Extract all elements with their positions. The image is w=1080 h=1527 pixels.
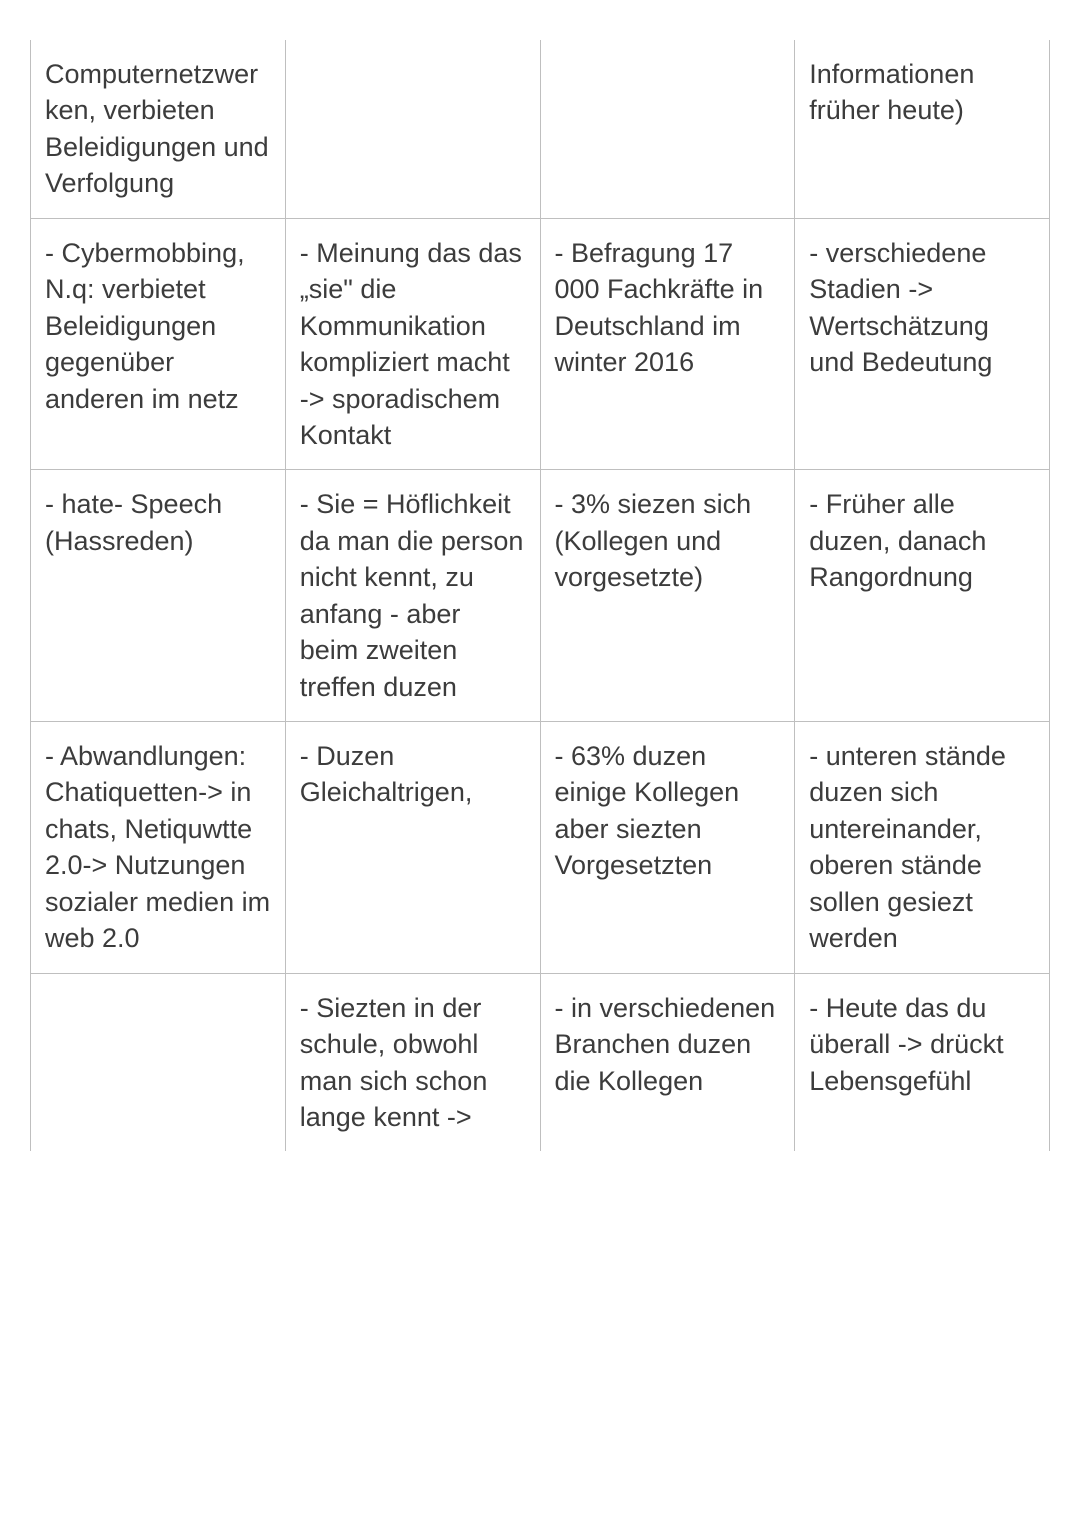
table-cell: - Früher alle duzen, danach Rangordnung (795, 470, 1050, 722)
table-row: - Cybermobbing, N.q: verbietet Beleidigu… (31, 218, 1050, 470)
table-cell: - 63% duzen einige Kollegen aber siezten… (540, 722, 795, 974)
table-row: - Siezten in der schule, obwohl man sich… (31, 973, 1050, 1151)
table-row: - hate- Speech (Hassreden) - Sie = Höfli… (31, 470, 1050, 722)
table-cell: - in verschiedenen Branchen duzen die Ko… (540, 973, 795, 1151)
table-cell: Computernetzwerken, verbieten Beleidigun… (31, 40, 286, 218)
table-cell: - Siezten in der schule, obwohl man sich… (285, 973, 540, 1151)
table-cell (31, 973, 286, 1151)
table-cell: - Abwandlungen: Chatiquetten-> in chats,… (31, 722, 286, 974)
content-table: Computernetzwerken, verbieten Beleidigun… (30, 40, 1050, 1151)
table-cell: - hate- Speech (Hassreden) (31, 470, 286, 722)
table-cell: - Cybermobbing, N.q: verbietet Beleidigu… (31, 218, 286, 470)
table-cell: - Duzen Gleichaltrigen, (285, 722, 540, 974)
table-cell: - 3% siezen sich (Kollegen und vorgesetz… (540, 470, 795, 722)
table-cell (540, 40, 795, 218)
table-cell: - Sie = Höflichkeit da man die person ni… (285, 470, 540, 722)
table-cell (285, 40, 540, 218)
table-cell: - Meinung das das „sie" die Kommunikatio… (285, 218, 540, 470)
table-cell: - Heute das du überall -> drückt Lebensg… (795, 973, 1050, 1151)
table-cell: - verschiedene Stadien -> Wertschätzung … (795, 218, 1050, 470)
table-cell: - unteren stände duzen sich untereinande… (795, 722, 1050, 974)
table-cell: - Befragung 17 000 Fachkräfte in Deutsch… (540, 218, 795, 470)
table-row: Computernetzwerken, verbieten Beleidigun… (31, 40, 1050, 218)
table-body: Computernetzwerken, verbieten Beleidigun… (31, 40, 1050, 1151)
table-row: - Abwandlungen: Chatiquetten-> in chats,… (31, 722, 1050, 974)
table-cell: Informationen früher heute) (795, 40, 1050, 218)
